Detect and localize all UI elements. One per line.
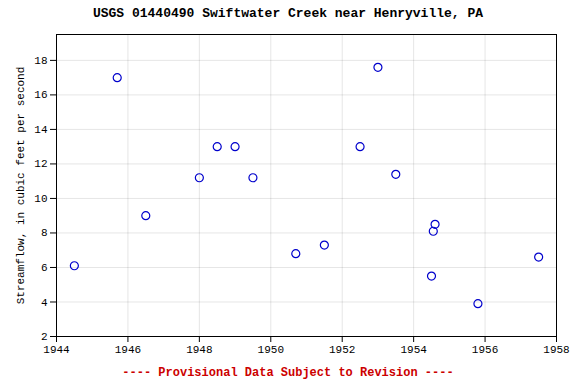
html-text:---- Provisional Data Subject: ---- Provisional Data Subject to Revisio… (122, 366, 454, 380)
svg-text:14: 14 (34, 124, 48, 136)
svg-text:10: 10 (34, 193, 47, 205)
svg-text:12: 12 (34, 158, 47, 170)
svg-text:1954: 1954 (400, 344, 427, 356)
html-text:USGS 01440490 Swiftwater Creek: USGS 01440490 Swiftwater Creek near Henr… (93, 6, 483, 21)
svg-text:2: 2 (41, 331, 48, 343)
svg-text:6: 6 (41, 262, 48, 274)
svg-text:18: 18 (34, 55, 47, 67)
svg-text:1958: 1958 (543, 344, 569, 356)
svg-text:1956: 1956 (472, 344, 498, 356)
svg-text:1944: 1944 (43, 344, 70, 356)
svg-text:1950: 1950 (258, 344, 284, 356)
svg-text:4: 4 (41, 297, 48, 309)
svg-text:1948: 1948 (186, 344, 212, 356)
svg-text:8: 8 (41, 227, 48, 239)
svg-text:1946: 1946 (115, 344, 141, 356)
svg-text:Streamflow, in cubic feet per: Streamflow, in cubic feet per second (15, 67, 27, 305)
svg-text:16: 16 (34, 89, 47, 101)
svg-text:1952: 1952 (329, 344, 355, 356)
